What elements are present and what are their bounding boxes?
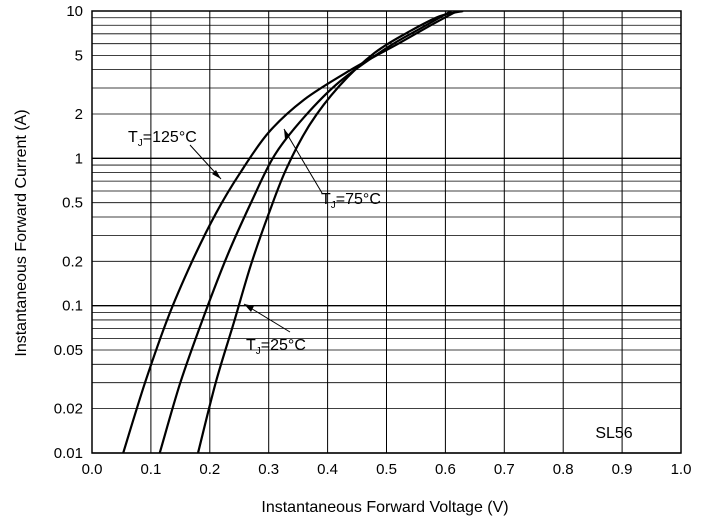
x-tick-label: 0.2 — [199, 461, 220, 478]
plot-frame — [91, 10, 682, 454]
series-label-125c-rest: =125°C — [143, 129, 197, 146]
part-number-label: SL56 — [595, 425, 632, 442]
series-label-125c-main: T — [128, 129, 138, 146]
y-tick-label: 0.1 — [62, 298, 83, 315]
series-label-25c-rest: =25°C — [261, 337, 306, 354]
series-label-25c: TJ=25°C — [243, 303, 306, 357]
leader-arrow-75c — [283, 128, 323, 194]
x-tick-label: 0.0 — [82, 461, 103, 478]
y-tick-label: 0.01 — [54, 445, 83, 462]
x-tick-label: 0.9 — [612, 461, 633, 478]
grid — [91, 11, 682, 454]
arrowhead-125c — [212, 170, 221, 179]
y-tick-label: 0.5 — [62, 195, 83, 212]
arrowhead-25c — [244, 304, 254, 312]
y-tick-label: 0.02 — [54, 401, 83, 418]
series-label-75c-sub: J — [331, 200, 336, 211]
svg-text:TJ=125°C: TJ=125°C — [128, 129, 197, 149]
series-label-25c-main: T — [246, 337, 256, 354]
arrowhead-75c — [284, 129, 290, 139]
y-tick-label: 0.2 — [62, 253, 83, 270]
y-tick-label: 2 — [75, 106, 83, 123]
series-label-25c-sub: J — [256, 346, 261, 357]
y-tick-label: 5 — [75, 47, 83, 64]
svg-text:TJ=75°C: TJ=75°C — [321, 191, 381, 211]
y-axis-label: Instantaneous Forward Current (A) — [13, 109, 30, 356]
curves — [122, 11, 464, 453]
series-label-75c-rest: =75°C — [336, 191, 381, 208]
series-label-125c-sub: J — [138, 138, 143, 149]
x-tick-label: 0.8 — [553, 461, 574, 478]
series-line-1 — [158, 11, 452, 453]
y-tick-label: 0.05 — [54, 342, 83, 359]
svg-text:TJ=25°C: TJ=25°C — [246, 337, 306, 357]
x-tick-label: 0.7 — [494, 461, 515, 478]
y-tick-label: 1 — [75, 150, 83, 167]
x-tick-label: 1.0 — [671, 461, 692, 478]
y-tick-label: 10 — [66, 3, 83, 20]
x-tick-label: 0.5 — [376, 461, 397, 478]
x-tick-label: 0.3 — [258, 461, 279, 478]
series-label-75c-main: T — [321, 191, 331, 208]
x-axis-label: Instantaneous Forward Voltage (V) — [261, 499, 508, 516]
x-tick-labels: 0.0 0.1 0.2 0.3 0.4 0.5 0.6 0.7 0.8 0.9 1.0 — [82, 461, 692, 478]
series-line-0 — [122, 11, 458, 453]
x-tick-label: 0.4 — [317, 461, 338, 478]
series-label-75c: TJ=75°C — [283, 128, 381, 211]
x-tick-label: 0.1 — [140, 461, 161, 478]
series-label-125c: TJ=125°C — [128, 129, 222, 180]
y-tick-labels: 0.01 0.02 0.05 0.1 0.2 0.5 1 2 5 10 — [54, 3, 83, 462]
x-tick-label: 0.6 — [435, 461, 456, 478]
